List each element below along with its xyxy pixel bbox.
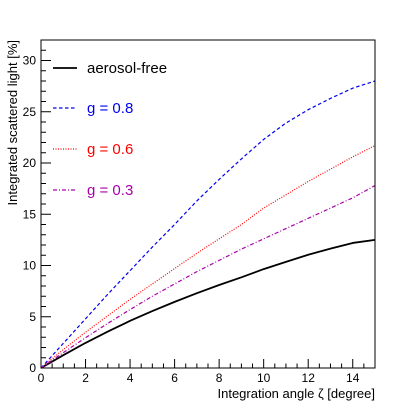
y-axis-title: Integrated scattered light [%] (5, 40, 20, 205)
y-tick-label: 5 (29, 310, 36, 324)
y-tick-label: 30 (23, 54, 37, 68)
series-lines (40, 80, 376, 369)
x-tick-label: 6 (171, 371, 178, 385)
x-axis-title: Integration angle ζ [degree] (217, 386, 375, 401)
y-tick-label: 20 (23, 156, 37, 170)
legend-label: g = 0.3 (87, 182, 133, 199)
legend-label: g = 0.8 (87, 100, 133, 117)
axis-ticks (40, 39, 376, 369)
x-tick-label: 4 (127, 371, 134, 385)
y-tick-label: 15 (23, 207, 37, 221)
series-line-2 (40, 80, 376, 369)
x-tick-label: 14 (346, 371, 360, 385)
tick-labels: 0 2 4 6 8 10 12 14 0 5 10 15 20 25 30 (23, 54, 360, 386)
y-tick-label: 25 (23, 105, 37, 119)
x-tick-label: 12 (302, 371, 316, 385)
legend-label: g = 0.6 (87, 141, 133, 158)
x-tick-label: 10 (257, 371, 271, 385)
legend-label: aerosol-free (87, 60, 167, 77)
series-line-4 (40, 185, 376, 369)
x-tick-label: 0 (38, 371, 45, 385)
y-tick-label: 0 (29, 361, 36, 375)
x-tick-label: 2 (82, 371, 89, 385)
legend: aerosol-free g = 0.8 g = 0.6 g = 0.3 (53, 60, 167, 199)
y-tick-label: 10 (23, 259, 37, 273)
series-line-1 (40, 238, 376, 369)
plot-frame (40, 39, 376, 369)
x-tick-label: 8 (216, 371, 223, 385)
